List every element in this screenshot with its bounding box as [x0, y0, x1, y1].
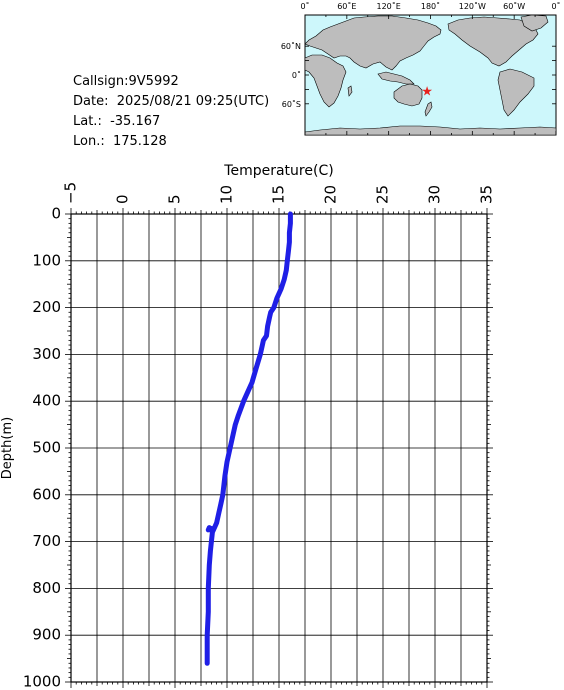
y-tick-label: 900 [32, 626, 61, 644]
map-lon-label: 60˚W [503, 1, 525, 11]
africa-landmass [304, 54, 347, 108]
x-tick-label: 0 [114, 194, 132, 204]
x-tick-labels: −5 0 5 10 15 20 25 30 35 [62, 182, 496, 204]
y-axis-label: Depth(m) [0, 417, 15, 479]
x-axis-label: Temperature(C) [223, 163, 333, 179]
x-tick-label: 20 [322, 185, 340, 204]
map-lon-label: 120˚E [377, 1, 401, 11]
station-info: Callsign:9V5992 Date: 2025/08/21 09:25(U… [73, 72, 269, 152]
y-tick-label: 800 [32, 579, 61, 597]
y-tick-label: 1000 [23, 673, 61, 690]
x-tick-label: 30 [426, 185, 444, 204]
y-tick-label: 200 [32, 298, 61, 316]
map-lat-label: 0˚ [292, 70, 301, 80]
y-tick-label: 600 [32, 485, 61, 503]
temperature-profile-line [204, 211, 293, 666]
madagascar-landmass [347, 85, 353, 97]
date-text: Date: 2025/08/21 09:25(UTC) [73, 94, 270, 109]
europe-asia-landmass [304, 15, 442, 71]
y-tick-label: 300 [32, 345, 61, 363]
new-zealand-landmass [424, 101, 433, 117]
map-longitude-labels: 0˚ 60˚E 120˚E 180˚ 120˚W 60˚W 0˚ [300, 1, 560, 11]
x-tick-label: 5 [166, 194, 184, 204]
world-map: 0˚ 60˚E 120˚E 180˚ 120˚W 60˚W 0˚ 60˚N 0˚ 60˚S ★ [281, 1, 561, 136]
map-lon-label: 0˚ [551, 1, 560, 11]
y-tick-label: 100 [32, 251, 61, 269]
y-tick-label: 500 [32, 439, 61, 457]
x-tick-label: −5 [62, 182, 80, 204]
x-tick-label: 35 [478, 185, 496, 204]
antarctica-landmass [304, 125, 557, 136]
north-america-landmass [447, 16, 539, 67]
x-tick-label: 15 [270, 185, 288, 204]
chart-grid [70, 213, 488, 683]
map-lon-label: 60˚E [337, 1, 356, 11]
australia-landmass [393, 83, 423, 107]
map-lon-label: 180˚ [421, 1, 440, 11]
y-tick-label: 0 [51, 205, 61, 223]
callsign-text: Callsign:9V5992 [73, 74, 179, 89]
x-tick-label: 25 [374, 185, 392, 204]
x-tick-label: 10 [218, 185, 236, 204]
map-lon-label: 120˚W [459, 1, 486, 11]
map-lon-label: 0˚ [300, 1, 309, 11]
map-frame-ticks [304, 15, 557, 135]
map-lat-label: 60˚N [281, 41, 301, 51]
y-tick-label: 700 [32, 532, 61, 550]
star-icon: ★ [421, 84, 433, 99]
south-america-landmass [497, 68, 535, 117]
y-tick-label: 400 [32, 392, 61, 410]
map-land [304, 14, 557, 136]
map-latitude-labels: 60˚N 0˚ 60˚S [281, 41, 301, 109]
map-lat-label: 60˚S [282, 99, 301, 109]
chart-ticks [65, 208, 493, 688]
latitude-text: Lat.: -35.167 [73, 114, 161, 129]
greenland-landmass [520, 14, 549, 32]
longitude-text: Lon.: 175.128 [73, 134, 167, 149]
southeast-asia-islands [377, 71, 415, 85]
y-tick-labels: 0 100 200 300 400 500 600 700 800 900 1000 [23, 205, 61, 690]
